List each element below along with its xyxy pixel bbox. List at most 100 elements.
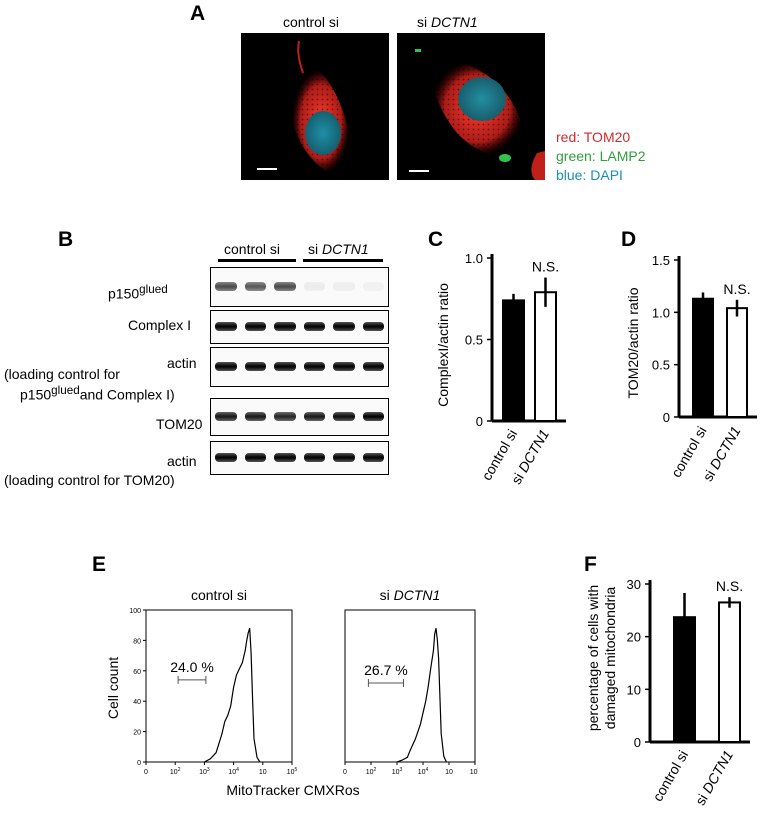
x-tick-exp: 5: [295, 767, 298, 773]
gate-label: 24.0 %: [170, 659, 214, 675]
x-tick-exp: 4: [236, 767, 239, 773]
y-tick-label: 1.0: [652, 305, 670, 320]
plot-frame: [145, 609, 293, 763]
x-axis-label: MitoTracker CMXRos: [226, 782, 359, 798]
x-tick-exp: 2: [374, 767, 377, 773]
x-tick-exp: 3: [400, 767, 403, 773]
band-actin2-4: [303, 453, 325, 462]
y-tick-label: 100: [129, 608, 141, 615]
y-tick-label: 40: [133, 699, 141, 706]
band-p150-4: [303, 282, 325, 291]
band-tom20-5: [333, 412, 355, 421]
micrograph-si-dctn1: [397, 33, 545, 180]
panel-e-label: E: [92, 553, 107, 576]
group-si-gene: DCTN1: [322, 241, 369, 257]
gate-label: 26.7 %: [364, 662, 408, 678]
y-tick-label: 0.5: [465, 333, 483, 348]
chart-f: 0 10 20 30 control si si DCTN1 N.S. percentage …: [585, 577, 750, 809]
panel-a-header-control: control si: [283, 14, 340, 30]
label-p150: p150glued: [108, 283, 168, 302]
micrograph-control-si: [241, 33, 389, 180]
blot-p150: [210, 267, 389, 307]
category-label-1: control si: [649, 748, 691, 805]
header-si-prefix: si: [417, 14, 431, 30]
category-gene: DCTN1: [515, 427, 552, 475]
category-gene: DCTN1: [706, 424, 743, 472]
y-axis-label: damaged mitochondria: [602, 587, 618, 730]
ns-annotation: N.S.: [723, 281, 750, 297]
y-tick-label: 0: [634, 735, 641, 750]
group-si-prefix: si: [308, 241, 322, 257]
category-prefix: si: [508, 467, 529, 487]
y-tick-label: 30: [627, 577, 641, 592]
histogram-panel-1: control si 0 20 40 60 80 100 0 102 103 104 10 105 24.…: [129, 587, 297, 776]
histogram-title: control si: [191, 587, 247, 603]
bar-1: [502, 299, 525, 423]
band-tom20-3: [274, 412, 296, 421]
band-complex1-3: [274, 322, 296, 331]
title-prefix: si: [380, 587, 394, 603]
x-tick-exp: 4: [426, 767, 429, 773]
band-actin1-1: [215, 362, 237, 371]
bar-1: [673, 616, 696, 743]
band-p150-1: [215, 282, 237, 291]
band-actin1-3: [274, 362, 296, 371]
band-actin2-2: [244, 453, 266, 462]
micrograph-control-si-image: [291, 40, 351, 175]
label-loading1-line2: p150gluedand Complex I): [20, 384, 175, 403]
bar-2: [726, 307, 748, 418]
panel-a-label: A: [190, 2, 206, 25]
band-actin2-5: [333, 453, 355, 462]
histogram-curve: [204, 628, 261, 763]
y-tick-label: 0: [476, 414, 483, 429]
x-tick-exp: 3: [207, 767, 210, 773]
label-complex1: Complex I: [128, 317, 192, 333]
legend-blue: blue: DAPI: [556, 167, 623, 183]
p150-text: p150: [108, 285, 140, 302]
panel-c-label: C: [428, 228, 444, 251]
y-tick-label: 1.0: [465, 251, 483, 266]
underline-si: [303, 259, 383, 262]
panel-a-header-si: si DCTN1: [417, 14, 478, 30]
y-tick-label: 20: [627, 630, 641, 645]
band-complex1-1: [215, 322, 237, 331]
band-tom20-2: [244, 412, 266, 421]
category-label-2: si DCTN1: [692, 748, 736, 809]
label-tom20: TOM20: [156, 416, 203, 432]
label-loading1-line1: (loading control for: [4, 366, 120, 382]
y-tick-label: 80: [133, 638, 141, 645]
band-complex1-2: [244, 322, 266, 331]
blot-complex1: [210, 310, 389, 344]
panel-b-label: B: [58, 228, 74, 251]
micrograph-si-dctn1-image: [415, 49, 545, 180]
header-si-gene: DCTN1: [431, 14, 478, 30]
band-actin1-2: [244, 362, 266, 371]
loading-glued: glued: [51, 384, 80, 397]
band-p150-2: [244, 282, 266, 291]
histogram-curve: [396, 628, 447, 763]
y-tick-label: 10: [627, 682, 641, 697]
category-gene: DCTN1: [699, 748, 736, 796]
y-tick-label: 20: [133, 730, 141, 737]
band-actin1-5: [333, 362, 355, 371]
y-tick-label: 0: [663, 410, 670, 425]
histogram-title: si DCTN1: [380, 587, 441, 603]
panel-f-label: F: [584, 553, 597, 576]
x-tick-label: 103: [199, 767, 210, 776]
category-prefix: si: [692, 788, 713, 808]
band-complex1-6: [362, 322, 384, 331]
ns-annotation: N.S.: [716, 578, 743, 594]
y-tick-label: 0: [137, 760, 141, 767]
y-tick-label: 0.5: [652, 358, 670, 373]
glued-sup: glued: [139, 283, 168, 296]
band-actin1-6: [362, 362, 384, 371]
panel-d-label: D: [621, 228, 637, 251]
band-tom20-4: [303, 412, 325, 421]
y-tick-label: 1.5: [652, 253, 670, 268]
band-actin1-4: [303, 362, 325, 371]
x-tick-label: 102: [170, 767, 181, 776]
y-axis-label: percentage of cells with: [585, 585, 601, 731]
plot-frame: [344, 609, 476, 763]
